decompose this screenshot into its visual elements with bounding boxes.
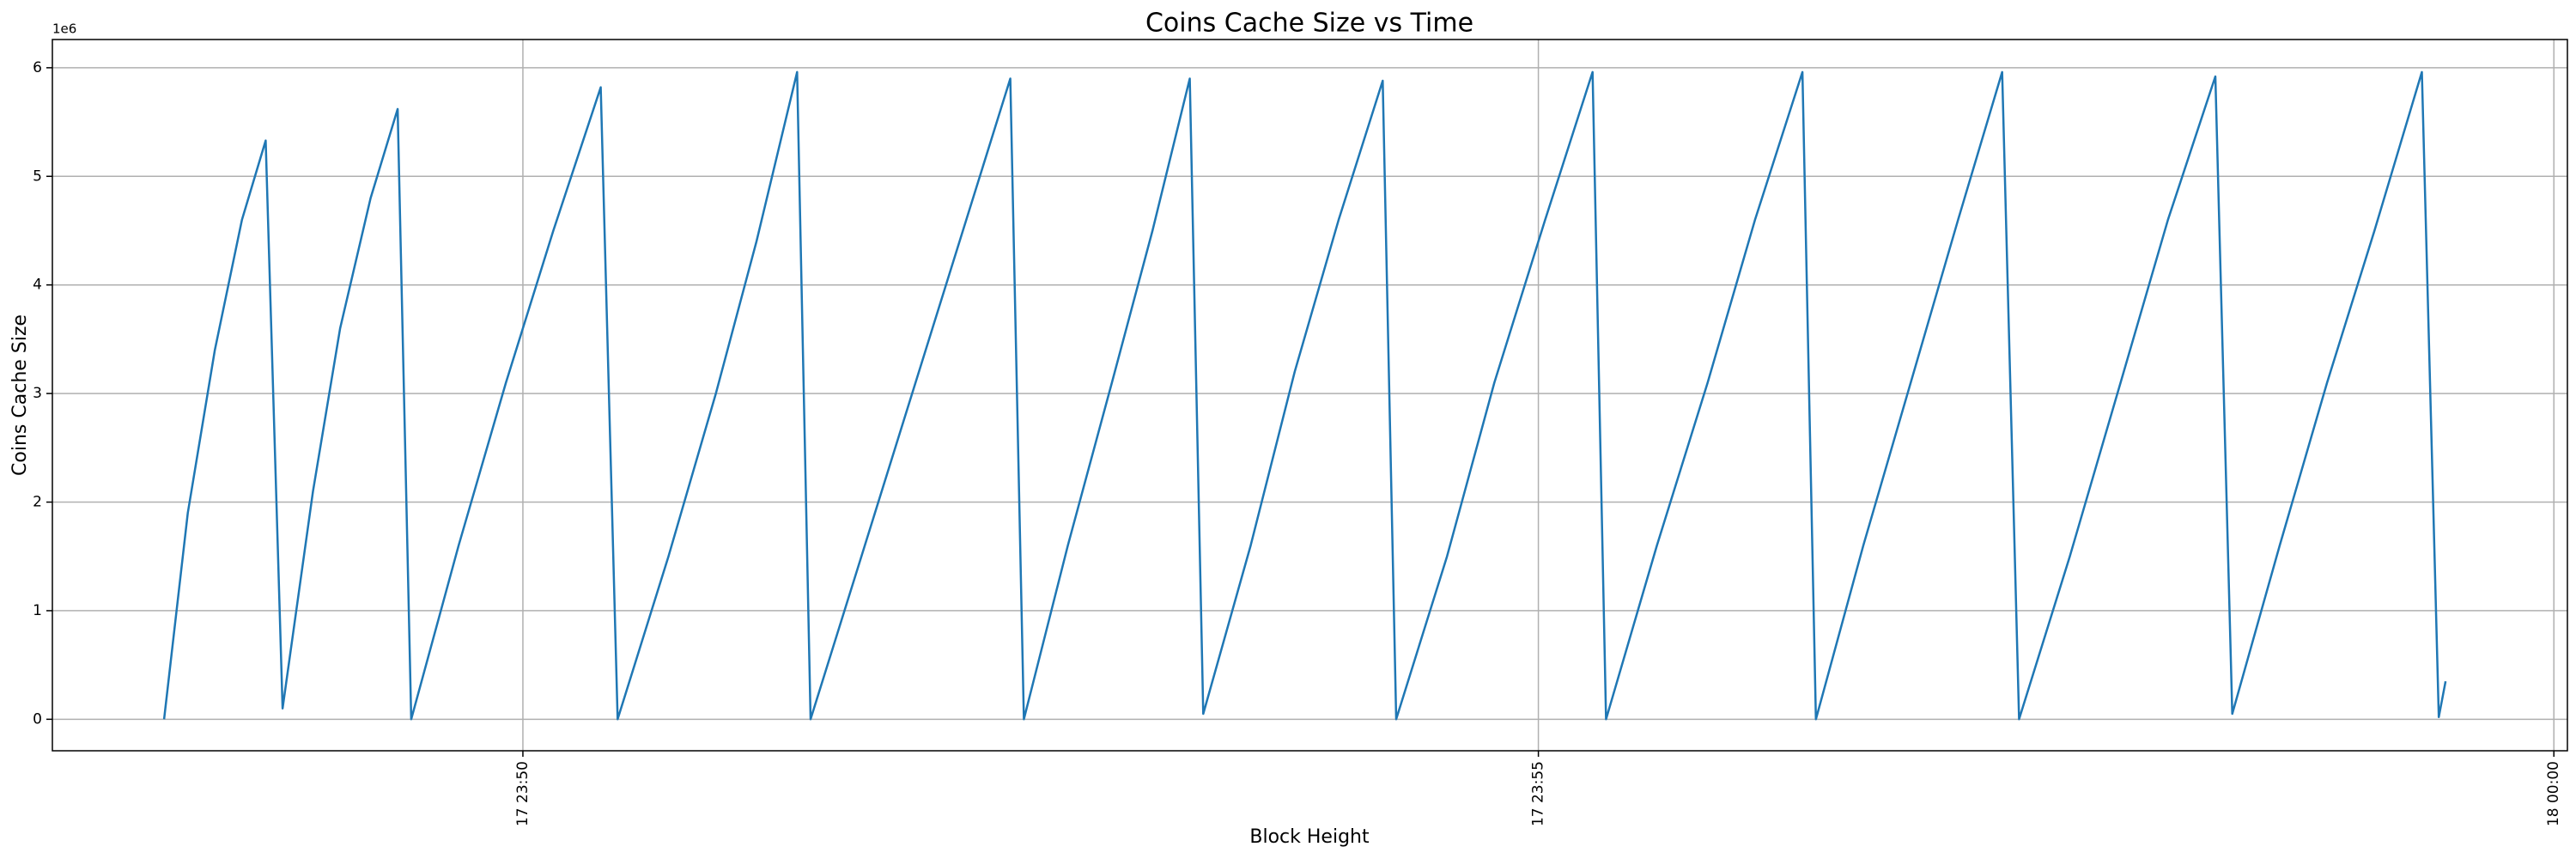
y-tick-label: 4 (33, 277, 42, 294)
data-line (162, 70, 2447, 721)
y-tick-label: 3 (33, 385, 42, 402)
y-axis-label: Coins Cache Size (9, 314, 31, 476)
y-tick-label: 0 (33, 710, 42, 728)
x-tick-label: 17 23:50 (514, 761, 532, 826)
y-tick-label: 2 (33, 494, 42, 511)
y-tick-label: 5 (33, 168, 42, 185)
x-tick-label: 17 23:55 (1530, 761, 1547, 826)
y-tick-label: 1 (33, 602, 42, 619)
x-tick-label: 18 00:00 (2545, 761, 2562, 826)
plot-frame (52, 39, 2568, 752)
chart-title: Coins Cache Size vs Time (1145, 9, 1473, 39)
y-tick-label: 6 (33, 59, 42, 76)
x-axis-label: Block Height (1249, 826, 1370, 848)
offset-text: 1e6 (52, 21, 76, 37)
